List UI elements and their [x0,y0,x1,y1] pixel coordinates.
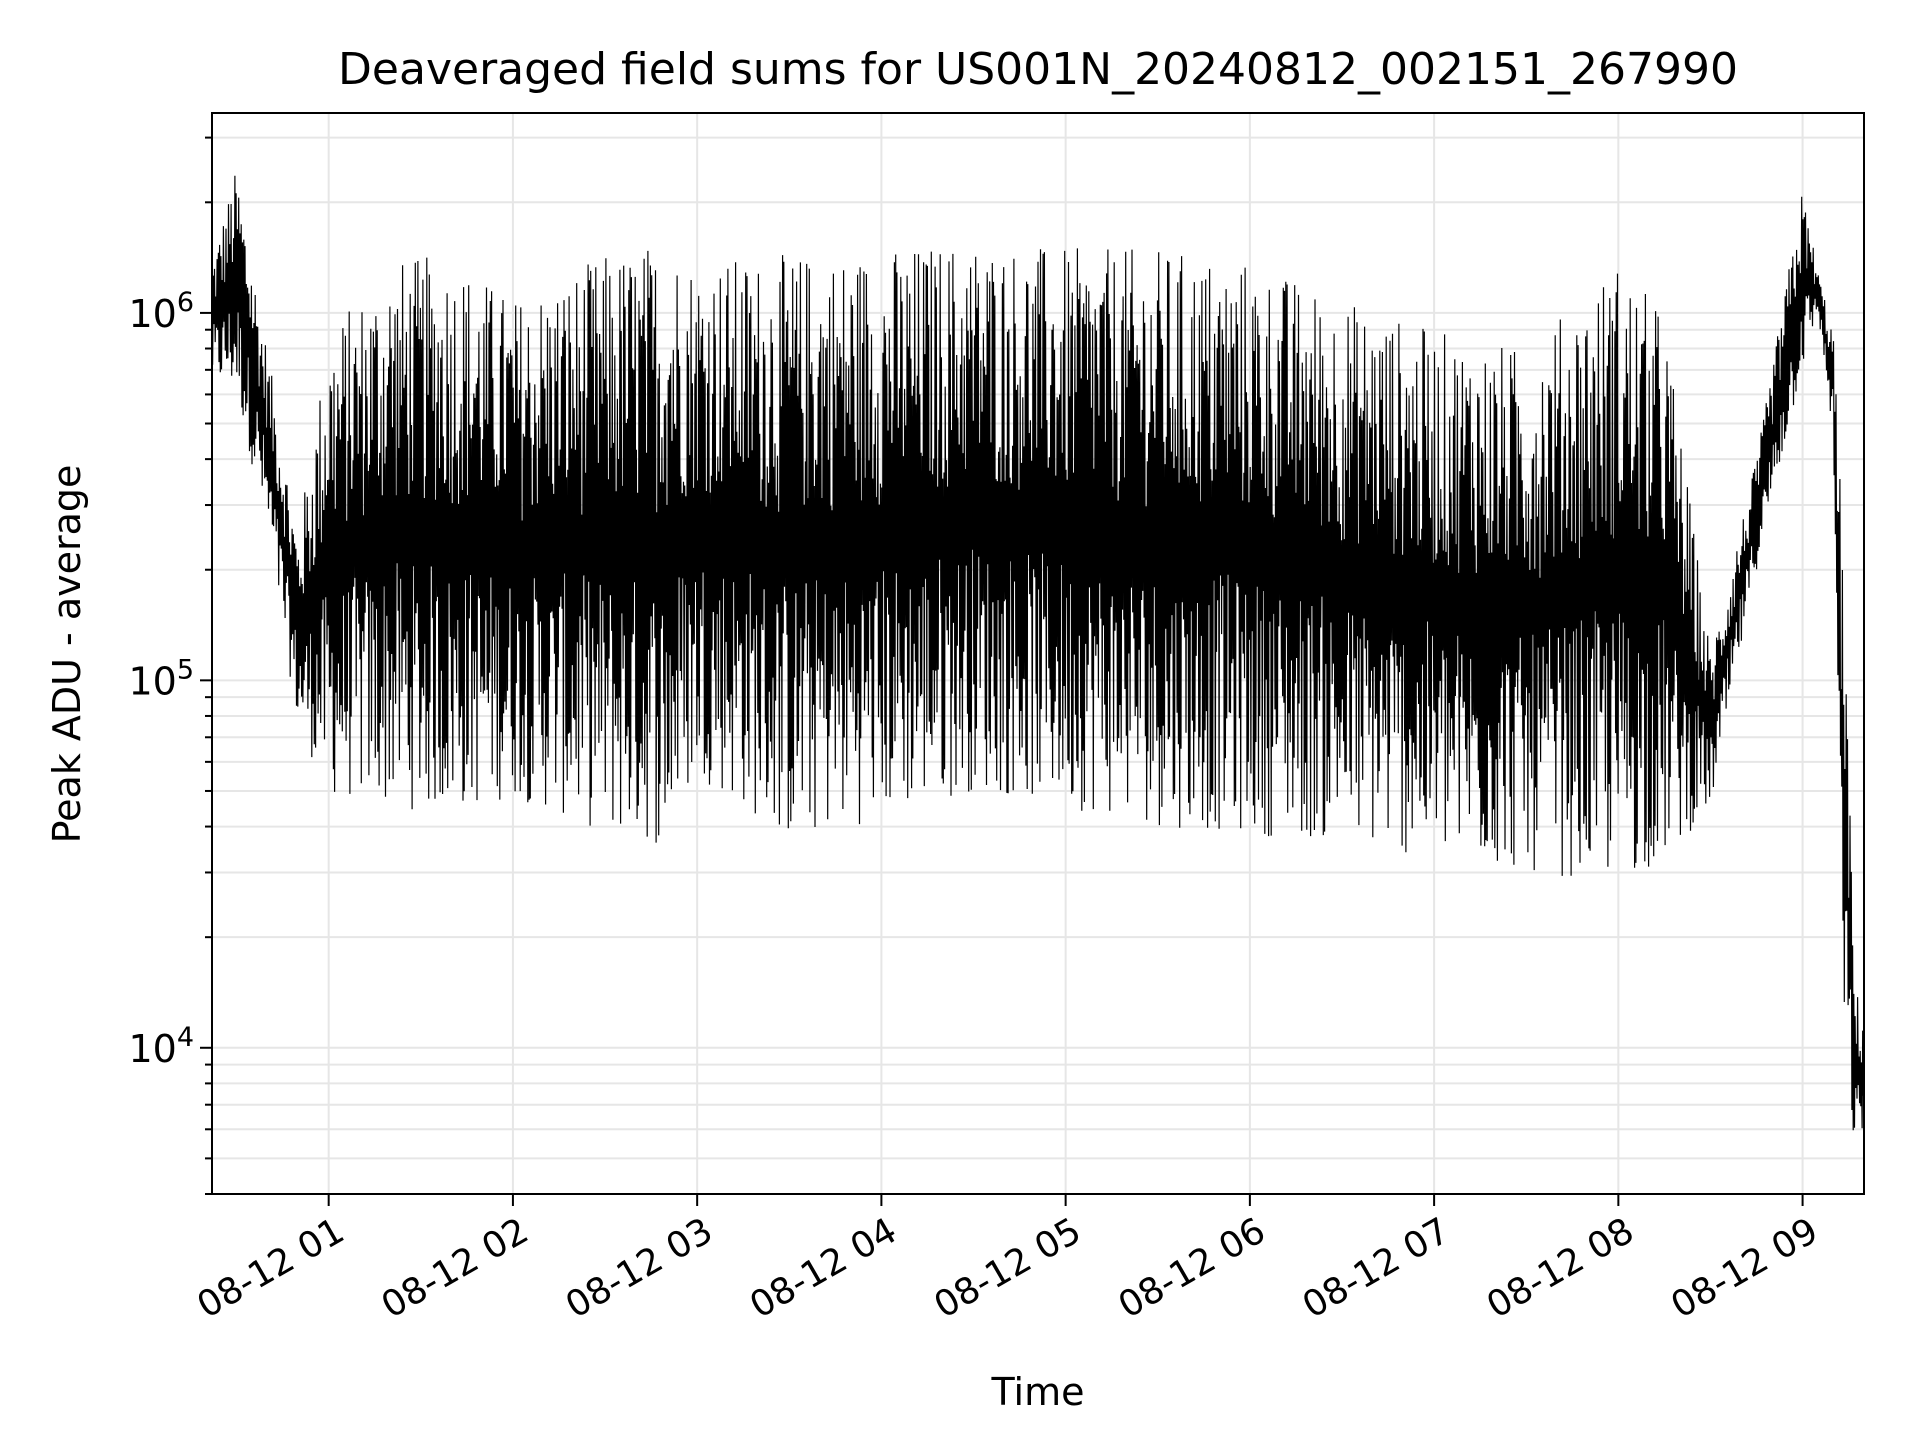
x-tick-label: 08-12 07 [1296,1210,1457,1326]
x-tick-label: 08-12 06 [1112,1210,1273,1326]
x-tick-label: 08-12 03 [559,1210,720,1326]
x-tick-label: 08-12 02 [375,1210,536,1326]
x-tick-label: 08-12 05 [927,1210,1088,1326]
y-axis: 104 105 106 [128,136,212,1195]
data-series [211,175,1865,1131]
x-tick-label: 08-12 08 [1480,1210,1641,1326]
y-axis-label: Peak ADU - average [45,465,89,844]
x-tick-label: 08-12 04 [743,1210,904,1326]
series-line [211,175,1865,1131]
plot-frame [211,112,1865,1195]
x-tick-label: 08-12 01 [191,1210,352,1326]
x-axis: 08-12 01 08-12 02 08-12 03 08-12 04 08-12 05… [191,1194,1825,1327]
y-tick-label: 104 [128,1022,194,1071]
x-axis-label: Time [991,1370,1085,1414]
y-tick-label: 106 [128,287,194,336]
chart-title: Deaveraged field sums for US001N_2024081… [338,44,1738,95]
y-tick-label: 105 [128,654,194,703]
x-tick-label: 08-12 09 [1664,1210,1825,1326]
